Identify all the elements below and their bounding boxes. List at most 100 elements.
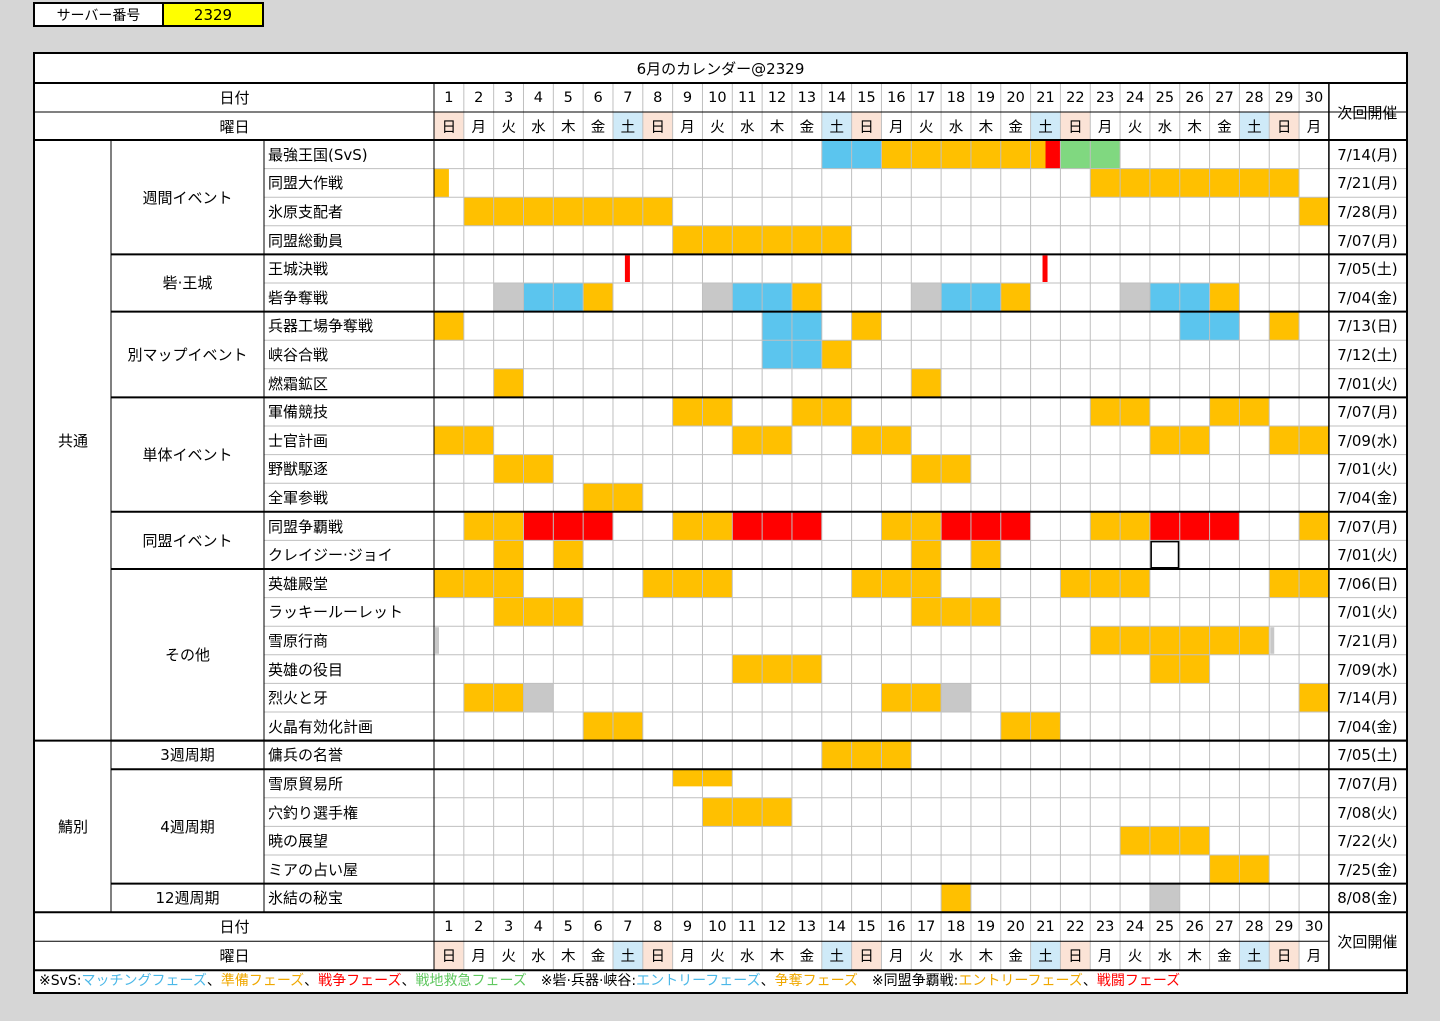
event-mark [941, 511, 1031, 541]
day-number: 22 [1066, 918, 1085, 935]
weekday-shade [642, 941, 673, 971]
day-number: 20 [1006, 918, 1025, 935]
day-number: 16 [887, 918, 906, 935]
event-mark [1299, 197, 1329, 226]
event-name: 英雄の役目 [268, 660, 344, 679]
legend-text: エントリーフェーズ [636, 973, 761, 989]
weekday-label: 火 [1127, 949, 1143, 966]
event-mark [434, 311, 464, 341]
weekday-shade [612, 112, 643, 140]
day-number: 23 [1095, 918, 1115, 935]
event-mark [523, 683, 554, 712]
weekday-label: 金 [590, 949, 606, 966]
day-number: 19 [976, 918, 996, 935]
weekday-label: 日 [1276, 119, 1292, 136]
event-mark [702, 283, 733, 312]
day-number: 20 [1006, 89, 1025, 106]
day-number: 4 [533, 89, 544, 106]
next-header: 次回開催 [1337, 103, 1398, 122]
day-number: 4 [533, 918, 544, 935]
day-number: 3 [503, 89, 514, 106]
event-name: 野獣駆逐 [268, 460, 329, 479]
server-number-box: サーバー番号 2329 [33, 2, 264, 27]
event-mark [1149, 883, 1180, 913]
legend-text: マッチングフェーズ [81, 973, 207, 989]
event-name: 軍備競技 [268, 403, 329, 422]
weekday-label: 月 [889, 119, 904, 136]
event-mark [435, 627, 439, 654]
event-mark [821, 340, 852, 369]
weekday-shade [821, 112, 852, 140]
event-mark [523, 511, 613, 541]
weekday-label: 火 [710, 949, 725, 966]
weekday-label: 日 [1068, 949, 1083, 966]
weekday-label: 月 [1097, 949, 1113, 966]
day-number: 29 [1274, 918, 1294, 935]
weekday-label: 日 [650, 119, 665, 136]
weekday-label: 土 [1038, 949, 1053, 966]
day-number: 6 [593, 89, 603, 106]
day-number: 11 [737, 89, 757, 106]
day-number: 3 [503, 918, 514, 935]
next-date: 7/07(月) [1337, 774, 1398, 793]
next-date: 7/08(火) [1337, 803, 1398, 822]
category-label: 3週周期 [160, 746, 215, 765]
event-mark [1060, 569, 1150, 598]
day-number: 28 [1245, 89, 1264, 106]
event-mark [434, 569, 524, 598]
event-name: クレイジー·ジョイ [268, 546, 393, 565]
server-number-value[interactable]: 2329 [164, 4, 262, 25]
next-date: 7/09(水) [1337, 431, 1398, 450]
day-number: 21 [1036, 89, 1055, 106]
day-number: 19 [976, 89, 996, 106]
day-number: 21 [1036, 918, 1055, 935]
event-mark [1000, 283, 1031, 312]
weekday-label: 月 [471, 119, 486, 136]
date-footer: 日付 [219, 918, 250, 937]
weekday-label: 月 [1306, 119, 1322, 136]
weekday-label: 木 [1187, 119, 1202, 136]
date-header: 日付 [219, 89, 250, 107]
next-date: 7/01(火) [1337, 374, 1398, 393]
event-name: 同盟争覇戦 [268, 517, 344, 536]
weekday-label: 土 [620, 949, 636, 966]
legend-text: 、 [1082, 973, 1097, 989]
weekday-shade [851, 941, 882, 971]
next-date: 7/12(土) [1337, 345, 1398, 364]
event-mark [941, 883, 971, 913]
weekday-label: 木 [560, 949, 576, 966]
weekday-shade [1030, 112, 1061, 140]
next-date: 7/07(月) [1337, 403, 1398, 422]
event-name: 同盟大作戦 [268, 174, 344, 193]
day-number: 29 [1274, 89, 1294, 106]
day-number: 13 [797, 89, 817, 106]
legend-text: 、 [401, 973, 416, 989]
day-number: 15 [857, 918, 876, 935]
event-name: 雪原行商 [268, 631, 329, 650]
event-mark [941, 683, 971, 712]
weekday-label: 金 [799, 949, 815, 966]
weekday-label: 木 [769, 119, 785, 136]
category-label: その他 [164, 646, 210, 665]
day-number: 22 [1066, 89, 1085, 106]
day-number: 9 [682, 89, 693, 106]
day-number: 28 [1245, 918, 1264, 935]
legend-text: エントリーフェーズ [958, 973, 1083, 989]
legend-text: 戦闘フェーズ [1096, 973, 1181, 989]
weekday-label: 日 [1068, 119, 1083, 136]
event-mark [1120, 826, 1210, 855]
weekday-label: 月 [471, 949, 486, 966]
weekday-shade [1030, 941, 1061, 971]
day-number: 12 [767, 89, 787, 106]
event-mark [1299, 511, 1329, 541]
weekday-label: 月 [1306, 949, 1322, 966]
day-number: 7 [623, 918, 633, 935]
event-name: 暁の展望 [268, 832, 329, 851]
category-label: 週間イベント [142, 188, 233, 207]
day-number: 17 [916, 918, 936, 935]
event-mark [791, 283, 822, 312]
weekday-label: 水 [739, 949, 755, 966]
event-mark [493, 540, 524, 569]
event-mark [1270, 627, 1275, 654]
event-name: 雪原貿易所 [268, 774, 344, 793]
